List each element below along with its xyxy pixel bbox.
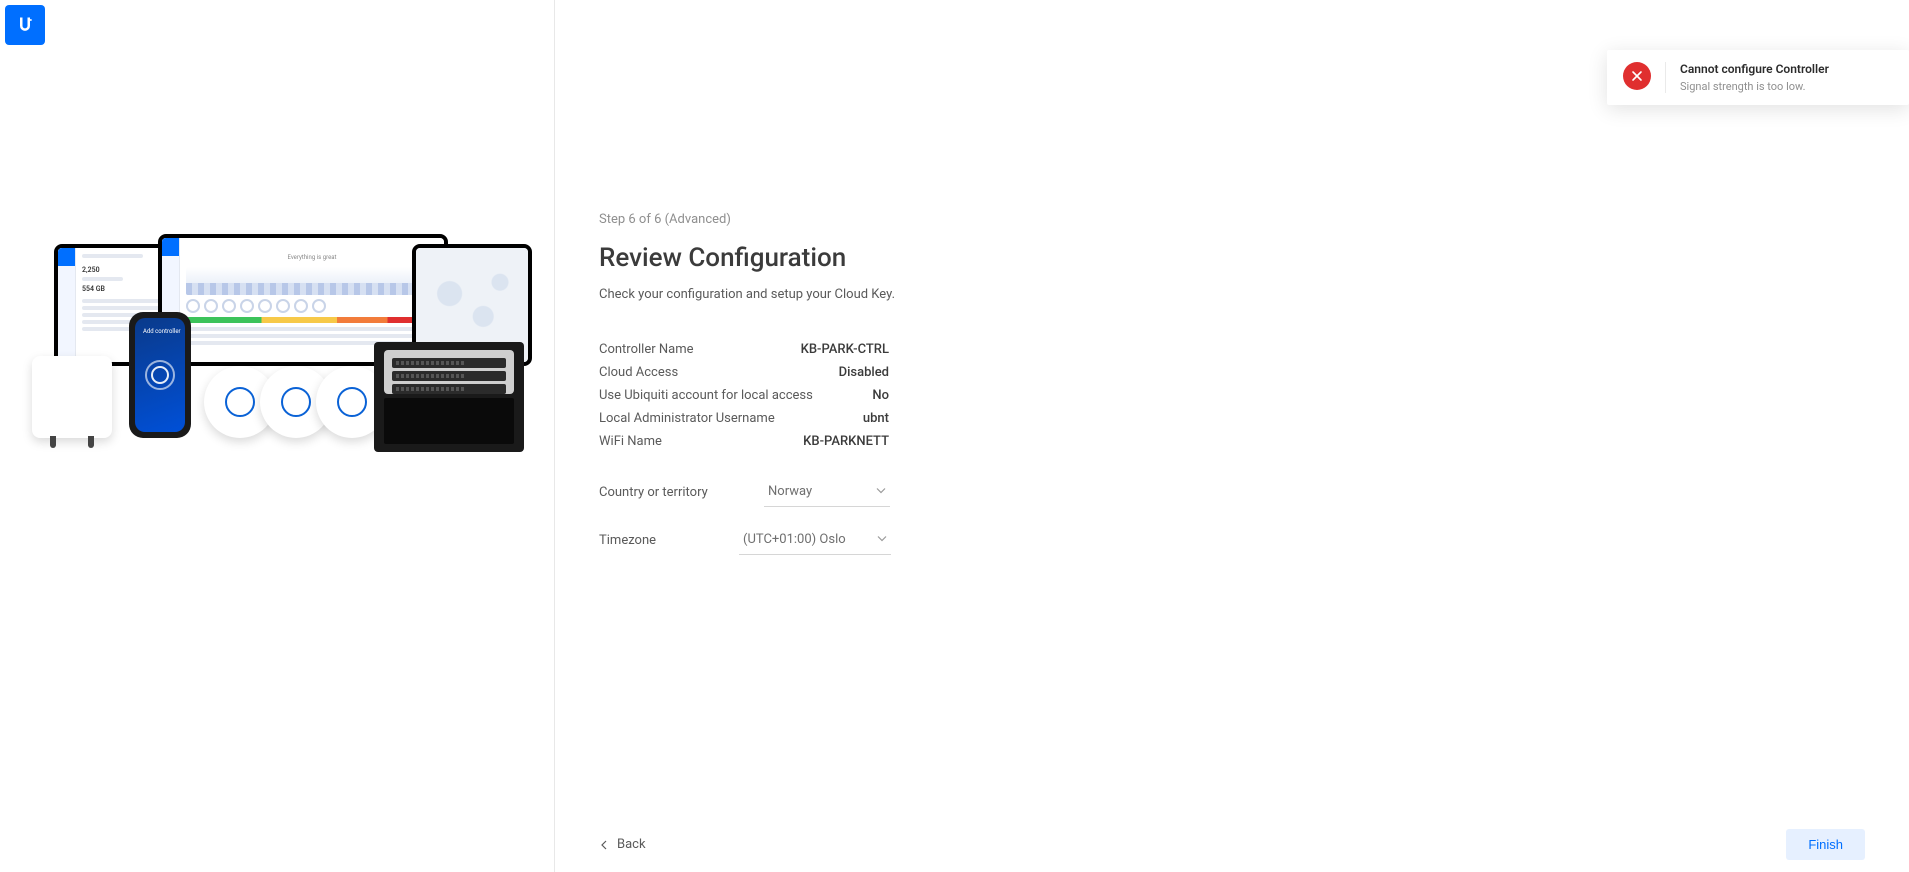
label-ubiquiti-local: Use Ubiquiti account for local access — [599, 384, 813, 407]
row-wifi-name: WiFi Name KB-PARKNETT — [599, 430, 889, 453]
label-country: Country or territory — [599, 485, 764, 500]
dropdown-country[interactable]: Norway — [764, 477, 890, 507]
dropdown-country-value: Norway — [768, 484, 812, 499]
illus-outdoor-unit — [32, 356, 112, 438]
error-toast: Cannot configure Controller Signal stren… — [1607, 50, 1909, 105]
value-controller-name: KB-PARK-CTRL — [801, 338, 889, 361]
row-controller-name: Controller Name KB-PARK-CTRL — [599, 338, 889, 361]
label-controller-name: Controller Name — [599, 338, 694, 361]
row-timezone: Timezone (UTC+01:00) Oslo — [599, 525, 1049, 555]
label-cloud-access: Cloud Access — [599, 361, 678, 384]
finish-button[interactable]: Finish — [1786, 829, 1865, 860]
row-admin-user: Local Administrator Username ubnt — [599, 407, 889, 430]
label-timezone: Timezone — [599, 533, 739, 548]
product-illustration: 2,250 554 GB Everything i — [24, 234, 534, 464]
value-ubiquiti-local: No — [872, 384, 889, 407]
chevron-left-icon — [599, 840, 609, 850]
config-summary: Controller Name KB-PARK-CTRL Cloud Acces… — [599, 338, 889, 453]
toast-title: Cannot configure Controller — [1680, 62, 1893, 76]
value-cloud-access: Disabled — [839, 361, 889, 384]
row-ubiquiti-local: Use Ubiquiti account for local access No — [599, 384, 889, 407]
value-wifi-name: KB-PARKNETT — [803, 430, 889, 453]
row-cloud-access: Cloud Access Disabled — [599, 361, 889, 384]
label-admin-user: Local Administrator Username — [599, 407, 775, 430]
row-country: Country or territory Norway — [599, 477, 1049, 507]
wizard-footer: Back Finish — [599, 829, 1865, 860]
dropdown-timezone-value: (UTC+01:00) Oslo — [743, 532, 846, 547]
label-wifi-name: WiFi Name — [599, 430, 662, 453]
dropdown-timezone[interactable]: (UTC+01:00) Oslo — [739, 525, 891, 555]
toast-message: Signal strength is too low. — [1680, 80, 1893, 93]
chevron-down-icon — [876, 484, 886, 499]
content-pane: Step 6 of 6 (Advanced) Review Configurat… — [555, 0, 1909, 872]
page-subtitle: Check your configuration and setup your … — [599, 287, 1909, 302]
illus-center-status: Everything is great — [287, 254, 336, 261]
illus-phone-label: Add controller — [143, 328, 181, 335]
back-button[interactable]: Back — [599, 837, 646, 852]
chevron-down-icon — [877, 532, 887, 547]
value-admin-user: ubnt — [863, 407, 889, 430]
illus-phone: Add controller — [129, 312, 191, 438]
page-title: Review Configuration — [599, 243, 1909, 273]
error-icon — [1623, 62, 1651, 90]
back-label: Back — [617, 837, 646, 852]
illus-rack — [374, 342, 524, 452]
illustration-pane: 2,250 554 GB Everything i — [0, 0, 555, 872]
step-label: Step 6 of 6 (Advanced) — [599, 212, 1909, 227]
